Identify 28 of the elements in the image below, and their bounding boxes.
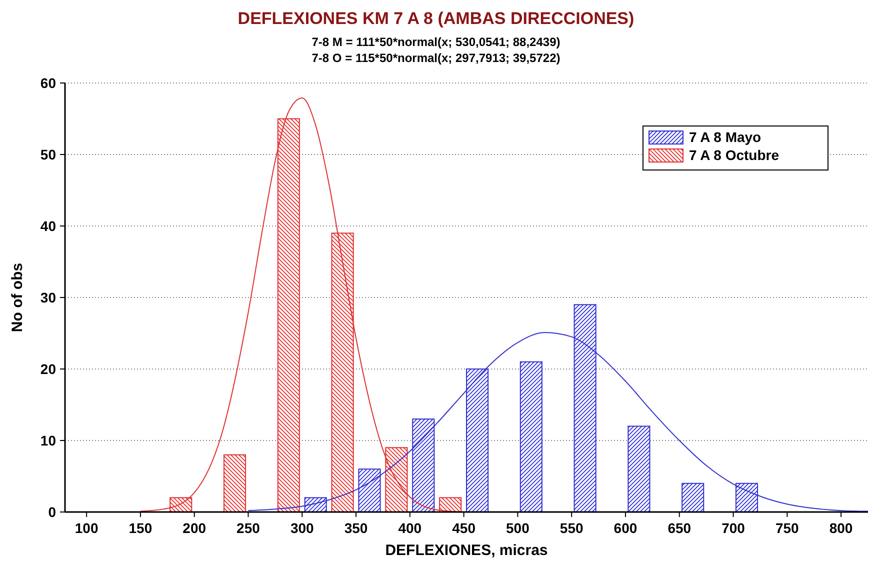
x-tick-label: 700 [722, 520, 746, 536]
y-axis-title: No of obs [9, 262, 26, 332]
y-tick-label: 60 [40, 75, 56, 91]
y-tick-label: 50 [40, 146, 56, 162]
chart-subtitle: 7-8 M = 111*50*normal(x; 530,0541; 88,2439) 7-8 O = 115*50*normal(x; 297,7913; 39,5722) [312, 35, 560, 65]
x-tick-label: 750 [775, 520, 800, 536]
y-tick-label: 10 [40, 432, 56, 448]
x-tick-label: 450 [452, 520, 476, 536]
y-tick-label: 30 [40, 290, 56, 306]
y-tick-label: 0 [48, 504, 56, 520]
x-tick-label: 100 [74, 520, 98, 536]
x-tick-label: 200 [182, 520, 206, 536]
x-tick-label: 350 [344, 520, 368, 536]
x-axis-title: DEFLEXIONES, micras [385, 542, 548, 559]
x-tick-label: 650 [668, 520, 692, 536]
x-tick-label: 150 [128, 520, 152, 536]
y-tick-label: 40 [40, 218, 56, 234]
x-tick-label: 250 [236, 520, 260, 536]
x-tick-label: 550 [560, 520, 584, 536]
legend-label: 7 A 8 Octubre [689, 147, 780, 163]
legend-label: 7 A 8 Mayo [689, 129, 762, 145]
x-tick-label: 500 [506, 520, 530, 536]
x-tick-label: 800 [829, 520, 853, 536]
x-tick-label: 600 [614, 520, 638, 536]
x-tick-label: 300 [290, 520, 314, 536]
x-tick-label: 400 [398, 520, 422, 536]
chart-title: DEFLEXIONES KM 7 A 8 (AMBAS DIRECCIONES) [238, 9, 634, 28]
y-tick-label: 20 [40, 361, 56, 377]
